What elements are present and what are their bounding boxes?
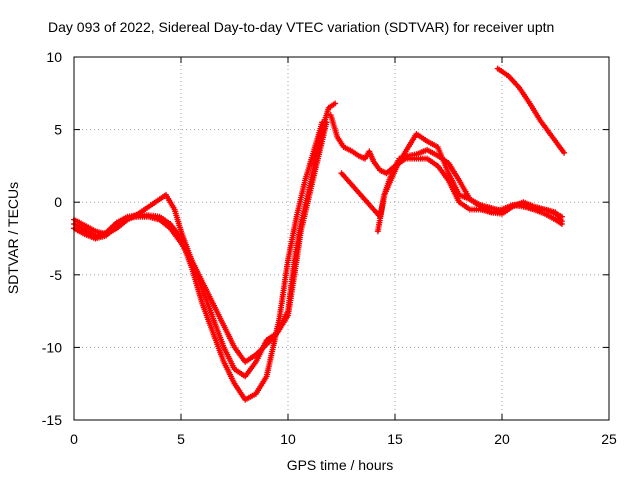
y-tick-label: -15 (42, 412, 62, 428)
y-tick-label: 10 (46, 49, 62, 65)
x-tick-label: 25 (601, 431, 617, 447)
plot-frame (73, 56, 610, 421)
x-tick-label: 10 (280, 431, 296, 447)
x-tick-label: 20 (494, 431, 510, 447)
x-tick-label: 0 (70, 431, 78, 447)
chart-title: Day 093 of 2022, Sidereal Day-to-day VTE… (48, 19, 554, 35)
y-tick-label: -5 (50, 267, 63, 283)
series-track-g (494, 65, 568, 156)
series-band-core (72, 120, 324, 402)
series-band-core (376, 148, 564, 233)
y-axis-label: SDTVAR / TECUs (5, 182, 21, 294)
series-track-f (374, 146, 565, 235)
y-tick-label: -10 (42, 339, 62, 355)
y-tick-label: 0 (54, 194, 62, 210)
x-axis-label: GPS time / hours (287, 457, 394, 473)
y-tick-label: 5 (54, 122, 62, 138)
grid (74, 57, 609, 420)
x-tick-label: 15 (387, 431, 403, 447)
x-tick-label: 5 (177, 431, 185, 447)
series-band-core (496, 67, 566, 155)
axis-ticks: 0 5 10 15 20 25 10 5 0 -5 -10 -15 (42, 49, 617, 447)
